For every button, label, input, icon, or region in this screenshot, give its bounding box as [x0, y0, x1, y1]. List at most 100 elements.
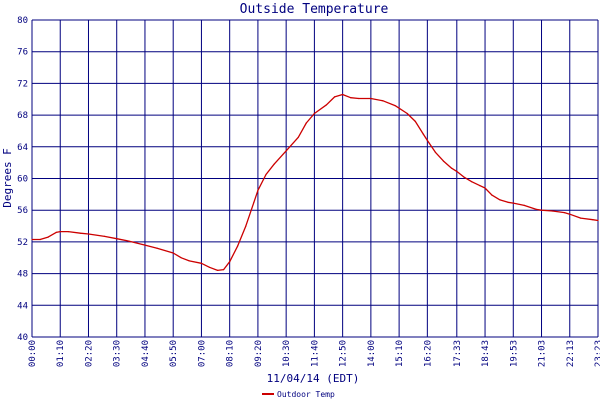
- x-tick-label: 15:10: [395, 340, 405, 367]
- x-tick-label: 03:30: [113, 340, 123, 367]
- data-point: [563, 212, 566, 214]
- y-tick-label: 64: [17, 143, 28, 153]
- data-point: [285, 150, 287, 152]
- x-tick-label: 12:50: [339, 340, 349, 367]
- data-point: [370, 97, 372, 100]
- data-point: [47, 236, 49, 238]
- data-point: [535, 208, 537, 210]
- data-point: [144, 244, 146, 246]
- data-point: [394, 105, 396, 107]
- data-point: [499, 199, 501, 201]
- data-point: [342, 93, 344, 96]
- data-point: [172, 252, 174, 254]
- data-point: [422, 133, 424, 135]
- series-group: [31, 93, 599, 272]
- data-point: [265, 173, 267, 176]
- x-tick-label: 16:20: [423, 340, 433, 367]
- data-point: [257, 189, 259, 191]
- data-point: [79, 232, 81, 234]
- x-axis-label: 11/04/14 (EDT): [267, 372, 360, 385]
- data-point: [334, 96, 336, 98]
- data-point: [325, 104, 328, 106]
- data-point: [273, 163, 275, 165]
- data-point: [350, 97, 352, 99]
- data-point: [442, 160, 445, 162]
- data-point: [200, 262, 202, 264]
- grid: [31, 19, 599, 338]
- x-tick-label: 08:10: [226, 340, 236, 367]
- data-point: [512, 202, 514, 204]
- x-tick-label: 21:03: [538, 340, 548, 367]
- y-tick-labels: 40 44 48 52 56 60 64 68 72 76 80: [17, 16, 28, 343]
- data-point: [597, 219, 599, 222]
- data-point: [237, 245, 239, 247]
- data-point: [382, 100, 384, 102]
- data-point: [67, 231, 69, 233]
- data-point: [426, 139, 428, 142]
- data-point: [180, 257, 182, 259]
- y-tick-label: 80: [17, 16, 28, 26]
- x-tick-label: 04:40: [141, 340, 151, 367]
- series-line-outdoor-temp: [32, 93, 599, 272]
- y-tick-label: 60: [17, 175, 28, 185]
- y-tick-label: 76: [17, 48, 28, 58]
- data-point: [358, 97, 360, 100]
- data-point: [592, 219, 594, 221]
- x-tick-label: 22:13: [566, 340, 576, 367]
- y-tick-label: 52: [17, 238, 28, 248]
- data-point: [55, 231, 57, 233]
- x-tick-label: 19:53: [509, 340, 519, 367]
- y-tick-label: 48: [17, 270, 28, 280]
- x-tick-label: 18:43: [481, 340, 491, 367]
- data-point: [305, 122, 307, 124]
- y-tick-label: 72: [17, 79, 28, 89]
- x-tick-label: 05:50: [169, 340, 179, 367]
- chart-title: Outside Temperature: [240, 2, 389, 17]
- x-tick-label: 02:20: [84, 340, 94, 367]
- data-point: [223, 269, 225, 271]
- data-point: [507, 201, 509, 203]
- data-point: [484, 187, 486, 189]
- data-point: [471, 181, 473, 183]
- data-point: [116, 238, 118, 240]
- y-tick-label: 56: [17, 206, 28, 216]
- data-point: [128, 240, 130, 242]
- data-point: [491, 194, 493, 196]
- x-tick-label: 17:33: [453, 340, 463, 367]
- legend-label: Outdoor Temp: [277, 390, 335, 399]
- data-point: [245, 225, 247, 227]
- data-point: [229, 261, 231, 263]
- data-point: [188, 260, 190, 262]
- data-point: [59, 231, 61, 233]
- data-point: [569, 213, 571, 215]
- data-point: [313, 112, 315, 115]
- legend: Outdoor Temp: [262, 390, 335, 399]
- data-point: [479, 185, 481, 187]
- y-tick-label: 44: [17, 301, 28, 311]
- y-axis-label: Degrees F: [1, 148, 14, 208]
- data-point: [31, 238, 33, 241]
- data-point: [580, 217, 582, 219]
- data-point: [523, 204, 525, 206]
- data-point: [39, 238, 41, 241]
- data-point: [456, 170, 458, 172]
- data-point: [253, 201, 255, 203]
- y-tick-label: 40: [17, 333, 28, 343]
- x-tick-label: 10:30: [282, 340, 292, 367]
- data-point: [87, 233, 90, 235]
- x-tick-label: 07:00: [197, 340, 207, 367]
- data-point: [406, 112, 408, 115]
- x-tick-label: 09:20: [254, 340, 264, 367]
- x-tick-label: 23:23: [594, 340, 600, 367]
- data-point: [217, 269, 219, 271]
- x-tick-label: 01:10: [56, 340, 66, 367]
- data-point: [297, 136, 299, 138]
- x-tick-labels: 00:00 01:10 02:20 03:30 04:40 05:50 07:00 08:10…: [28, 340, 600, 367]
- data-point: [463, 176, 465, 178]
- data-point: [551, 210, 554, 212]
- x-tick-label: 00:00: [28, 340, 38, 367]
- x-tick-label: 11:40: [310, 340, 320, 367]
- data-point: [208, 266, 211, 268]
- data-point: [540, 209, 543, 211]
